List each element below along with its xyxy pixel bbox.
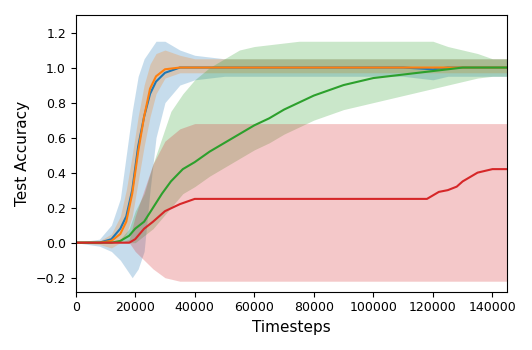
- Y-axis label: Test Accuracy: Test Accuracy: [15, 101, 30, 206]
- X-axis label: Timesteps: Timesteps: [252, 320, 331, 335]
